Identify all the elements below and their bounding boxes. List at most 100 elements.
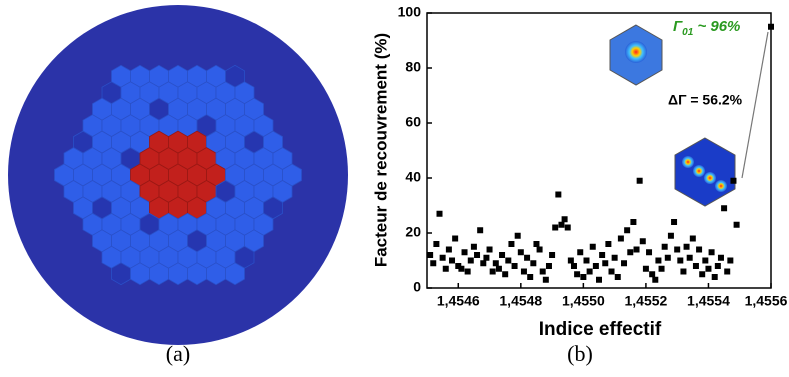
point (605, 241, 612, 247)
point (686, 254, 693, 261)
y-tick-label: 100 (398, 4, 422, 20)
caption: (a) (166, 341, 190, 366)
point (596, 276, 602, 283)
point (680, 268, 687, 275)
point (508, 241, 515, 247)
lattice-cell (225, 262, 245, 286)
x-tick-label: 1,4548 (499, 293, 542, 309)
point (589, 243, 596, 250)
point (455, 263, 462, 269)
point (517, 249, 524, 256)
point (639, 238, 646, 245)
mode-inset (674, 137, 736, 207)
point (442, 265, 449, 272)
point (661, 243, 668, 250)
point (617, 235, 624, 242)
annotation-value: ~ 96% (693, 18, 740, 35)
point (608, 268, 615, 275)
point (464, 268, 471, 275)
fiber-cross-section (8, 5, 348, 345)
point (614, 274, 621, 280)
point (499, 252, 506, 258)
point (514, 232, 521, 239)
point (439, 254, 446, 261)
point (627, 249, 634, 256)
x-tick-label: 1,4550 (562, 293, 605, 309)
y-axis-label: Facteur de recouvrement (%) (371, 33, 390, 267)
y-tick-label: 0 (413, 279, 421, 295)
point (542, 276, 549, 283)
point (586, 268, 593, 275)
annotation: Γ01 ~ 96% (673, 18, 740, 38)
point (592, 263, 599, 269)
point (530, 260, 537, 267)
point (652, 276, 659, 283)
x-tick-label: 1,4556 (745, 293, 788, 309)
mode-spot (625, 41, 647, 63)
point (677, 257, 684, 264)
point (492, 260, 499, 267)
point (574, 271, 581, 278)
point (768, 23, 774, 30)
point (449, 257, 456, 264)
point (642, 265, 649, 272)
point (683, 243, 690, 250)
point (495, 265, 502, 272)
point (630, 219, 637, 225)
point (483, 254, 490, 261)
point (674, 246, 681, 253)
point (727, 257, 734, 264)
point (730, 177, 737, 184)
point (667, 232, 674, 239)
point (692, 263, 699, 269)
point (599, 252, 606, 258)
point (699, 271, 706, 278)
point (646, 249, 653, 256)
point (427, 252, 434, 258)
y-tick-label: 40 (405, 169, 421, 185)
point (527, 274, 534, 280)
point (724, 268, 731, 275)
point (561, 216, 568, 223)
arrow (741, 31, 769, 179)
point (583, 257, 590, 264)
y-tick-label: 80 (405, 59, 421, 75)
point (511, 263, 518, 269)
point (570, 263, 577, 269)
point (549, 252, 556, 258)
y-tick-label: 60 (405, 114, 421, 130)
point (502, 271, 509, 278)
point (649, 271, 656, 278)
point (533, 241, 540, 247)
point (711, 274, 718, 280)
mode-spot (682, 156, 694, 168)
point (564, 224, 571, 231)
point (636, 177, 643, 184)
point (577, 249, 584, 256)
caption: (b) (567, 341, 593, 366)
point (655, 257, 662, 264)
point (505, 257, 512, 264)
point (555, 191, 562, 198)
point (611, 254, 618, 261)
point (489, 268, 496, 275)
point (436, 210, 443, 217)
y-tick-label: 20 (405, 224, 421, 240)
point (461, 249, 468, 256)
point (458, 265, 465, 272)
point (524, 254, 531, 261)
point (689, 235, 696, 242)
annotation-symbol: Γ (673, 18, 683, 35)
annotation: ΔΓ = 56.2% (668, 92, 743, 108)
point (552, 224, 559, 231)
point (433, 241, 440, 247)
point (477, 227, 484, 234)
point (624, 227, 631, 234)
point (486, 246, 493, 253)
point (658, 265, 665, 272)
point (702, 257, 709, 264)
point (445, 246, 452, 253)
point (467, 257, 474, 264)
point (545, 263, 552, 269)
